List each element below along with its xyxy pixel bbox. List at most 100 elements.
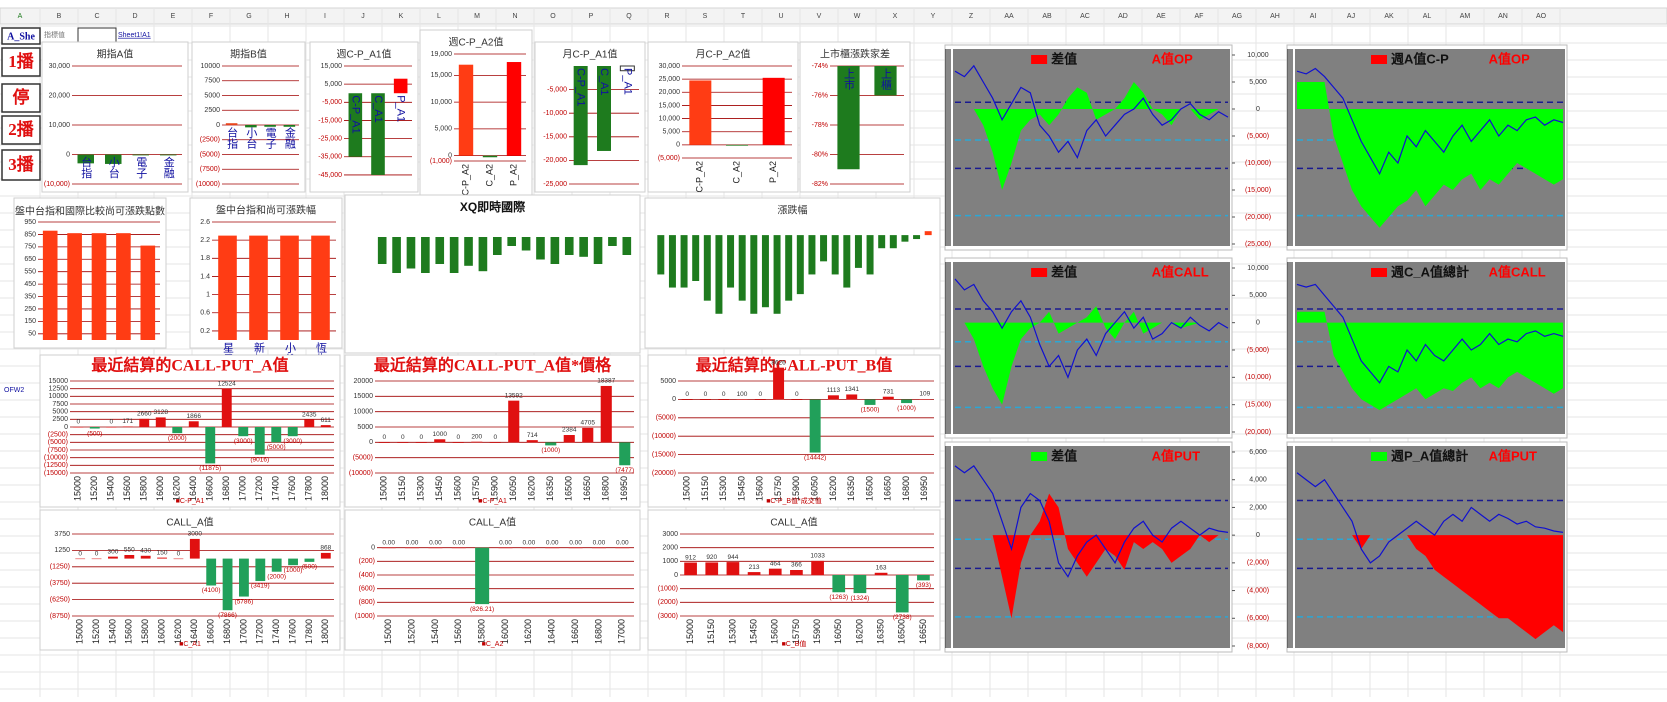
panel-title: 週C-P_A2值 — [448, 36, 503, 49]
button[interactable] — [1, 27, 41, 45]
bar — [827, 395, 839, 400]
data-label: (1324) — [851, 595, 870, 602]
bar — [703, 235, 711, 301]
x-tick-label: 15600 — [770, 619, 780, 644]
bar — [238, 427, 249, 437]
bar — [796, 235, 804, 295]
bar — [668, 235, 676, 288]
bar — [680, 235, 688, 288]
x-tick-label: 15200 — [89, 476, 99, 501]
bar — [689, 80, 712, 145]
x-tick-label: 15300 — [727, 619, 737, 644]
bar — [89, 427, 100, 429]
button-label[interactable]: 2播 — [8, 119, 35, 139]
data-label: (5786) — [235, 598, 254, 605]
column-header: P — [589, 13, 594, 20]
bar — [421, 237, 430, 273]
bar — [619, 442, 631, 466]
category-label: 金融 — [283, 126, 296, 150]
y-tick-label: 4,000 — [1249, 477, 1267, 484]
data-label: 171 — [122, 418, 133, 425]
x-tick-label: 15200 — [91, 619, 101, 644]
y-tick-label: 10,000 — [431, 99, 453, 106]
panel-title: 期指A值 — [97, 48, 134, 61]
y-tick-label: 0 — [1256, 320, 1260, 327]
bar — [471, 441, 483, 443]
y-tick-label: -25,000 — [543, 181, 567, 188]
x-tick-label: 16500 — [564, 476, 574, 501]
column-header: AH — [1270, 13, 1280, 20]
bar — [492, 237, 502, 255]
y-tick-label: 850 — [24, 231, 36, 238]
y-tick-label: (10000) — [44, 455, 68, 462]
button-label[interactable]: 停 — [13, 87, 30, 107]
bar — [173, 558, 184, 560]
bar — [831, 235, 839, 275]
panel-title: 月C-P_A2值 — [695, 48, 750, 61]
panel-title: 盤中台指和國際比較尚可漲跌點數 — [15, 205, 165, 218]
y-tick-label: 15000 — [354, 393, 374, 400]
bar — [377, 237, 387, 264]
button[interactable] — [1, 115, 41, 145]
y-tick-label: 2500 — [204, 107, 220, 114]
legend-label: 差值 — [1051, 448, 1077, 463]
x-tick-label: 17600 — [287, 476, 297, 501]
y-tick-label: 750 — [24, 244, 36, 251]
x-tick-label: P_A2 — [768, 161, 778, 183]
button-label[interactable]: 1播 — [8, 51, 35, 71]
y-tick-label: (5000) — [656, 415, 676, 422]
button-label[interactable]: 3播 — [8, 154, 35, 174]
line — [954, 465, 1229, 578]
bar — [866, 235, 874, 275]
bar — [451, 547, 466, 549]
data-label: 0.00 — [406, 539, 419, 546]
x-tick-label: 16350 — [846, 476, 856, 501]
x-tick-label: 15400 — [106, 476, 116, 501]
data-label: 4705 — [581, 420, 596, 427]
x-tick-label: 15300 — [718, 476, 728, 501]
y-tick-label: (5,000) — [1247, 133, 1269, 140]
data-label: (1000) — [897, 405, 916, 412]
data-label: 714 — [527, 432, 538, 439]
data-label: 0 — [382, 434, 386, 441]
category-label: C_A1 — [372, 95, 384, 123]
panel — [344, 509, 641, 651]
x-tick-label: 16600 — [205, 476, 215, 501]
bar — [271, 558, 282, 572]
button-label[interactable]: A_She — [7, 31, 35, 42]
data-label: 0.00 — [382, 539, 395, 546]
data-label: (7866) — [218, 612, 237, 619]
column-header: R — [664, 13, 669, 20]
y-tick-label: 1.8 — [200, 255, 210, 262]
y-tick-label: 0.6 — [200, 310, 210, 317]
line — [1296, 472, 1564, 564]
data-label: (5000) — [267, 444, 286, 451]
bar — [249, 235, 268, 340]
chart-subtitle: A值PUT — [1152, 448, 1200, 463]
bar — [91, 558, 102, 560]
bar — [750, 235, 758, 314]
y-tick-label: -45,000 — [318, 172, 342, 179]
y-tick-label: 950 — [24, 219, 36, 226]
button[interactable] — [1, 47, 41, 77]
column-header: M — [474, 13, 480, 20]
y-tick-label: (800) — [359, 599, 375, 606]
panel-title: 最近結算的CALL-PUT_A值 — [91, 356, 288, 375]
bar — [428, 547, 443, 549]
x-tick-label: 15900 — [490, 476, 500, 501]
bar — [157, 557, 167, 559]
data-label: 464 — [770, 560, 781, 567]
panel — [191, 41, 306, 193]
bar — [254, 427, 265, 455]
data-label: (826.21) — [470, 606, 494, 613]
data-label: 0.00 — [593, 539, 606, 546]
panel-title: 月C-P_A1值 — [562, 48, 617, 61]
bar — [901, 399, 913, 404]
bar — [482, 155, 498, 158]
area — [1297, 535, 1563, 640]
button[interactable] — [1, 149, 41, 181]
area — [955, 306, 1228, 405]
button[interactable] — [1, 83, 41, 113]
x-tick-label: 16200 — [854, 619, 864, 644]
y-tick-label: (6,000) — [1247, 615, 1269, 622]
